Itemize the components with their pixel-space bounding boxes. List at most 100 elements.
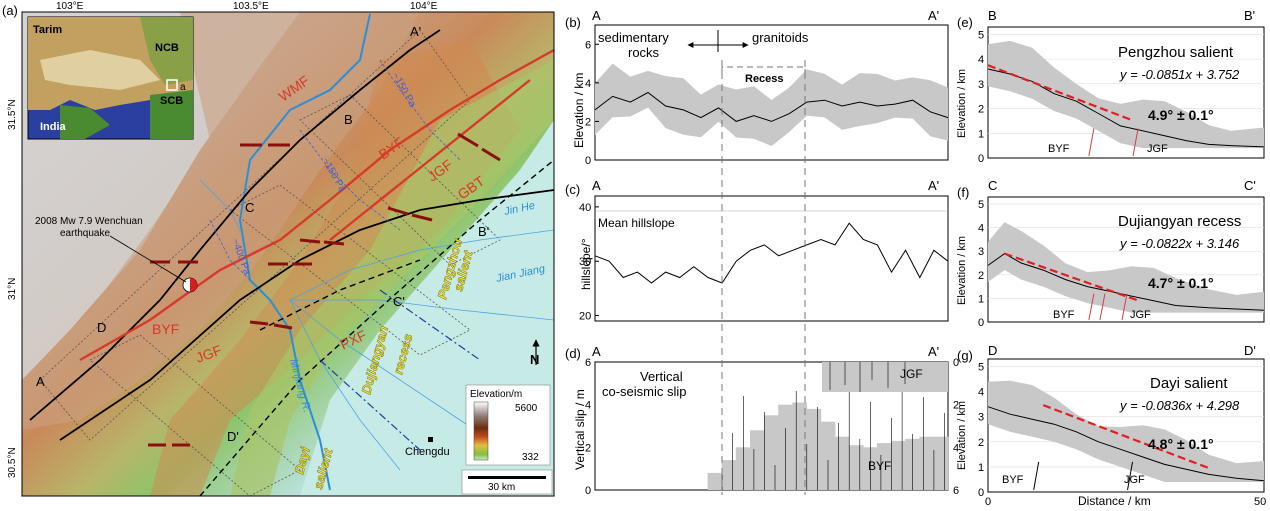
slip-bar: [721, 460, 737, 490]
x-label: Distance / km: [1078, 494, 1151, 508]
elev-max: 5600: [515, 403, 538, 414]
slip-bar: [764, 415, 779, 490]
profile-ytick: 3: [978, 246, 984, 258]
profile-ytick: 4: [978, 54, 984, 66]
profile-line: [987, 68, 1265, 148]
profile-ytick: 2: [978, 437, 984, 449]
panel-c-yticks: 20 30 40: [579, 202, 599, 323]
panel-g-f2: JGF: [1124, 474, 1145, 486]
panel-d-ytick-right: 4: [953, 442, 959, 454]
north-arrow: N: [530, 339, 540, 367]
inset-ncb: NCB: [155, 42, 179, 54]
panel-c-label: (c): [565, 182, 580, 197]
panel-g-angle: 4.8° ± 0.1°: [1148, 436, 1214, 452]
fault-trace: [1099, 293, 1106, 321]
elevation-band: [595, 63, 948, 146]
panel-c-left: A: [592, 178, 601, 193]
panel-f-label: (f): [957, 185, 969, 200]
panel-b-yticks: 0 2 4 6: [585, 39, 599, 167]
panel-c-ytick: 20: [579, 311, 591, 323]
profile-ytick: 5: [978, 29, 984, 41]
slip-bar: [820, 421, 836, 490]
panel-f-eq: y = -0.0822x + 3.146: [1119, 236, 1240, 251]
panel-d-ytick-left: 6: [585, 357, 591, 369]
profile-ytick: 3: [978, 79, 984, 91]
sed-label-1: sedimentary: [598, 30, 669, 45]
profile-ytick: 2: [978, 104, 984, 116]
chengdu-marker: [428, 437, 433, 442]
convergence-arrows: [148, 132, 501, 447]
profile-panels: 0 1 2 3 4 5 0 1 2 3 4 5 0 1 2 3 4 5: [978, 26, 1265, 499]
panel-d-ytick-left: 4: [585, 400, 591, 412]
map-frame: [21, 11, 555, 497]
profile-ytick: 5: [978, 199, 984, 211]
panel-f-angle: 4.7° ± 0.1°: [1148, 275, 1214, 291]
panel-f-left: C: [988, 178, 997, 193]
slip-note-1: Vertical: [640, 369, 683, 384]
panel-e-title: Pengzhou salient: [1118, 44, 1234, 61]
profile-c: C: [245, 200, 254, 215]
panel-c-axes: [594, 195, 949, 322]
panel-g-right: D': [1244, 343, 1256, 358]
profile-axis-labels: Elevation / km Elevation / km Elevation …: [956, 69, 1266, 508]
panel-e-ylabel: Elevation / km: [956, 69, 968, 138]
profile-ytick: 0: [978, 153, 984, 165]
profile-band: [988, 380, 1264, 482]
lat-tick-315: 31.5°N: [7, 99, 18, 130]
slip-bar: [834, 436, 850, 490]
fault-trace: [1088, 293, 1095, 321]
profile-ytick: 1: [978, 462, 984, 474]
lon-tick-104: 104°E: [410, 1, 438, 12]
panel-f-ylabel: Elevation / km: [956, 236, 968, 305]
slip-bar: [806, 408, 822, 490]
fault-trace: [1033, 461, 1040, 491]
fault-trace: [1121, 293, 1128, 321]
panel-d-left: A: [592, 344, 601, 359]
panel-f-f2: JGF: [1130, 309, 1151, 321]
stress-contours: [209, 59, 461, 281]
jgf-slip-spikes: [829, 362, 906, 392]
panel-d-label: (d): [565, 346, 581, 361]
panel-g-ylabel: Elevation / km: [956, 401, 968, 470]
panel-d-ytick-right: 0: [953, 357, 959, 369]
panel-d-ytick-left: 2: [585, 442, 591, 454]
beachball-quadrant: [190, 278, 197, 292]
profile-a: A: [36, 374, 45, 389]
mountain-belt: [22, 12, 420, 430]
profile-labels: A A' B B' C C' D D': [36, 24, 489, 444]
panel-d-ylabel: Vertical slip / m: [573, 389, 587, 470]
slip-bars: [707, 381, 949, 490]
panel-g-text: (g) D D' Dayi salient y = -0.0836x + 4.2…: [957, 343, 1256, 486]
panel-b-ytick: 2: [585, 116, 591, 128]
panel-g-f1: BYF: [1002, 474, 1024, 486]
profile-band: [988, 222, 1264, 313]
profile-ytick: 1: [978, 293, 984, 305]
panel-f-title: Dujiangyan recess: [1118, 213, 1241, 230]
slip-byf-label: BYF: [868, 459, 891, 473]
panel-d-ytick-right: 2: [953, 400, 959, 412]
elevation-line: [594, 91, 949, 122]
panel-d-ytick-right: 6: [953, 485, 959, 497]
panel-a-map: (a) 103°E 103.5°E 104°E 31.5°N 31°N 30.5…: [2, 1, 555, 497]
panel-e-right: B': [1244, 8, 1255, 23]
blind-faults: [199, 159, 555, 497]
fit-line: [1042, 404, 1210, 470]
rivers: [238, 13, 371, 491]
inset-tarim: Tarim: [33, 24, 62, 36]
fault-lines: [29, 29, 555, 441]
panel-d-ytick-left: 0: [585, 485, 591, 497]
gran-label: granitoids: [752, 30, 809, 45]
slip-bar: [891, 440, 906, 490]
lon-tick-103: 103°E: [56, 1, 84, 12]
red-faults: [79, 48, 555, 362]
inset-india: India: [40, 121, 67, 133]
panel-b-right: A': [928, 8, 939, 23]
profile-ytick: 0: [978, 317, 984, 329]
lat-tick-31: 31°N: [7, 278, 18, 300]
slip-note-2: co-seismic slip: [602, 384, 687, 399]
x-tick-0: 0: [985, 496, 991, 508]
panel-g-label: (g): [957, 348, 973, 363]
fit-line: [987, 64, 1132, 121]
minor-rivers: [199, 179, 555, 471]
profile-b: B: [344, 112, 353, 127]
